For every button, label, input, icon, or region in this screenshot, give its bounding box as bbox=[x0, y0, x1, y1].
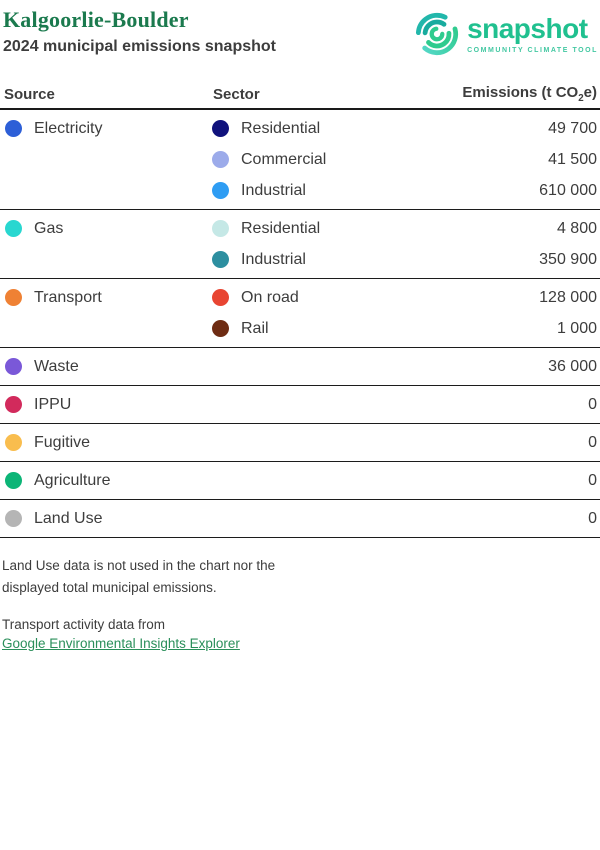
table-row: Industrial 610 000 bbox=[0, 175, 600, 206]
google-eie-link[interactable]: Google Environmental Insights Explorer bbox=[2, 635, 240, 651]
source-dot bbox=[5, 472, 22, 489]
sector-label: Residential bbox=[241, 119, 321, 137]
column-header-source: Source bbox=[4, 85, 55, 103]
page: Kalgoorlie-Boulder 2024 municipal emissi… bbox=[0, 6, 600, 651]
emissions-value: 4 800 bbox=[556, 219, 597, 237]
table-row: Land Use 0 bbox=[0, 503, 600, 534]
title-block: Kalgoorlie-Boulder 2024 municipal emissi… bbox=[3, 6, 276, 56]
emissions-value: 350 900 bbox=[539, 250, 597, 268]
source-label: Fugitive bbox=[34, 433, 91, 451]
emissions-value: 1 000 bbox=[556, 319, 597, 337]
emissions-value: 0 bbox=[588, 471, 597, 489]
snapshot-logo: snapshot COMMUNITY CLIMATE TOOL bbox=[414, 6, 598, 60]
table-row: Electricity Residential 49 700 bbox=[0, 113, 600, 144]
sector-dot bbox=[212, 320, 229, 337]
emissions-header-prefix: Emissions (t CO bbox=[462, 84, 579, 101]
page-subtitle: 2024 municipal emissions snapshot bbox=[3, 38, 276, 56]
emissions-value: 0 bbox=[588, 433, 597, 451]
source-label: Gas bbox=[34, 219, 64, 237]
source-group-land-use: Land Use 0 bbox=[0, 500, 600, 538]
source-dot bbox=[5, 510, 22, 527]
emissions-header-sub: 2 bbox=[578, 93, 584, 104]
emissions-value: 610 000 bbox=[539, 181, 597, 199]
logo-wordmark: snapshot bbox=[467, 13, 588, 44]
source-label: Land Use bbox=[34, 509, 103, 527]
source-label: Electricity bbox=[34, 119, 103, 137]
table-row: Agriculture 0 bbox=[0, 465, 600, 496]
table-row: Commercial 41 500 bbox=[0, 144, 600, 175]
emissions-value: 128 000 bbox=[539, 288, 597, 306]
sector-label: Commercial bbox=[241, 150, 327, 168]
header: Kalgoorlie-Boulder 2024 municipal emissi… bbox=[0, 6, 600, 60]
sector-label: On road bbox=[241, 288, 299, 306]
table-row: IPPU 0 bbox=[0, 389, 600, 420]
footer: Land Use data is not used in the chart n… bbox=[0, 555, 600, 651]
source-dot bbox=[5, 434, 22, 451]
sector-label: Residential bbox=[241, 219, 321, 237]
source-label: Transport bbox=[34, 288, 102, 306]
land-use-note: Land Use data is not used in the chart n… bbox=[2, 558, 276, 595]
sector-label: Rail bbox=[241, 319, 269, 337]
emissions-value: 0 bbox=[588, 395, 597, 413]
source-dot bbox=[5, 358, 22, 375]
table-row: Transport On road 128 000 bbox=[0, 282, 600, 313]
table-header-row: Source Sector Emissions (t CO2e) bbox=[0, 80, 600, 110]
emissions-value: 41 500 bbox=[548, 150, 597, 168]
sector-dot bbox=[212, 251, 229, 268]
sector-dot bbox=[212, 182, 229, 199]
source-label: Agriculture bbox=[34, 471, 111, 489]
source-group-fugitive: Fugitive 0 bbox=[0, 424, 600, 462]
source-group-agriculture: Agriculture 0 bbox=[0, 462, 600, 500]
source-group-gas: Gas Residential 4 800 Industrial 350 900 bbox=[0, 210, 600, 279]
sector-label: Industrial bbox=[241, 181, 306, 199]
table-row: Industrial 350 900 bbox=[0, 244, 600, 275]
logo-tagline: COMMUNITY CLIMATE TOOL bbox=[467, 47, 598, 54]
emissions-header-suffix: e) bbox=[583, 84, 597, 101]
emissions-table: Source Sector Emissions (t CO2e) Electri… bbox=[0, 80, 600, 538]
sector-dot bbox=[212, 151, 229, 168]
table-row: Fugitive 0 bbox=[0, 427, 600, 458]
column-header-emissions: Emissions (t CO2e) bbox=[422, 84, 600, 104]
source-group-waste: Waste 36 000 bbox=[0, 348, 600, 386]
source-group-ippu: IPPU 0 bbox=[0, 386, 600, 424]
transport-data-credit: Transport activity data from bbox=[2, 616, 166, 632]
column-header-sector: Sector bbox=[213, 85, 260, 103]
snapshot-rings-icon bbox=[415, 12, 459, 56]
sector-dot bbox=[212, 120, 229, 137]
source-group-electricity: Electricity Residential 49 700 Commercia… bbox=[0, 110, 600, 210]
source-dot bbox=[5, 396, 22, 413]
source-dot bbox=[5, 289, 22, 306]
sector-dot bbox=[212, 289, 229, 306]
sector-label: Industrial bbox=[241, 250, 306, 268]
table-row: Waste 36 000 bbox=[0, 351, 600, 382]
source-label: IPPU bbox=[34, 395, 72, 413]
table-row: Gas Residential 4 800 bbox=[0, 213, 600, 244]
emissions-value: 0 bbox=[588, 509, 597, 527]
sector-dot bbox=[212, 220, 229, 237]
source-label: Waste bbox=[34, 357, 79, 375]
emissions-value: 49 700 bbox=[548, 119, 597, 137]
source-dot bbox=[5, 220, 22, 237]
source-group-transport: Transport On road 128 000 Rail 1 000 bbox=[0, 279, 600, 348]
table-row: Rail 1 000 bbox=[0, 313, 600, 344]
page-title: Kalgoorlie-Boulder bbox=[3, 7, 189, 32]
source-dot bbox=[5, 120, 22, 137]
emissions-value: 36 000 bbox=[548, 357, 597, 375]
logo-text: snapshot COMMUNITY CLIMATE TOOL bbox=[467, 8, 598, 55]
